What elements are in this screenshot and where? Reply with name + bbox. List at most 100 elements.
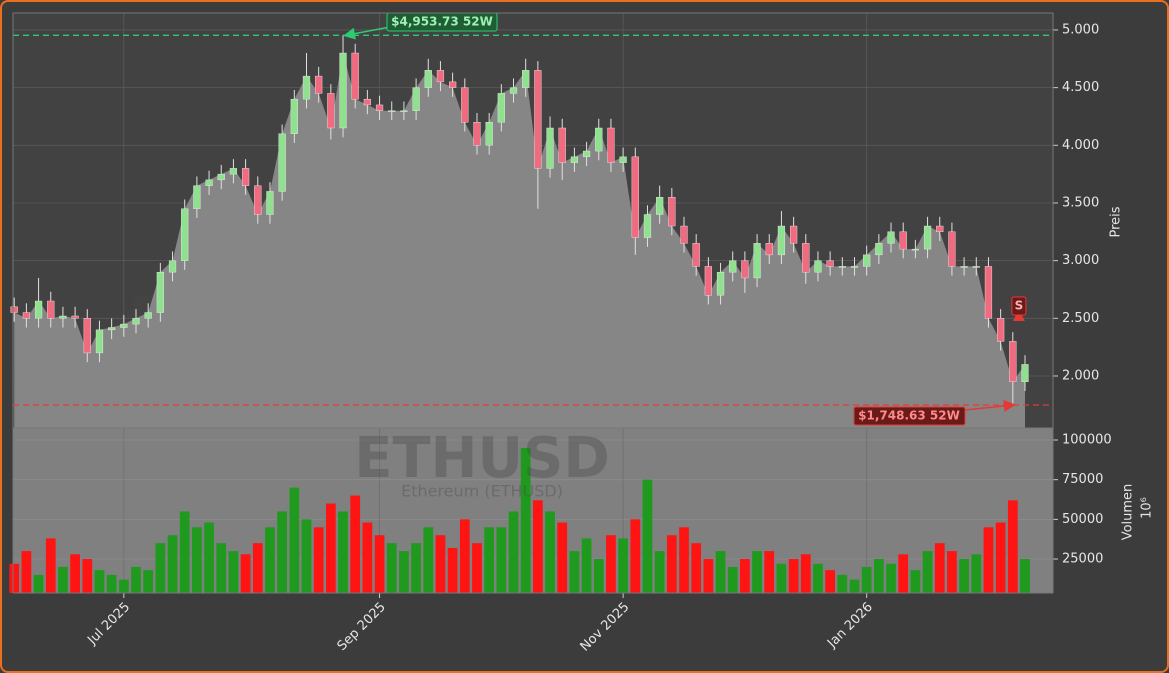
candle-body — [120, 323, 128, 328]
candle-body — [485, 122, 493, 146]
candle-body — [278, 133, 286, 192]
candle-body — [692, 243, 700, 267]
volume-bar — [313, 527, 324, 593]
volume-bar — [301, 519, 312, 593]
candle-body — [826, 260, 834, 267]
candle-body — [400, 110, 408, 112]
volume-bar — [82, 559, 93, 593]
candle-body — [351, 52, 359, 100]
volume-bar — [520, 447, 531, 593]
candle-body — [582, 150, 591, 158]
y-tick-label: 3.500 — [1062, 195, 1099, 210]
annotation-box — [853, 406, 966, 426]
candle-body — [22, 312, 31, 319]
volume-bar — [618, 538, 628, 593]
candle-body — [558, 127, 566, 163]
annotation-arrow — [964, 399, 1016, 412]
candle-body — [753, 243, 761, 279]
candle-body — [972, 266, 980, 268]
volume-bar — [21, 551, 32, 593]
volume-bar — [362, 522, 373, 593]
candle-body — [424, 70, 432, 88]
candle-body — [95, 329, 104, 354]
volume-bar — [350, 495, 361, 593]
signal-label: S — [1015, 299, 1024, 313]
x-tick-label: Sep 2025 — [335, 600, 389, 654]
candle-body — [789, 225, 798, 244]
volume-bar — [167, 535, 178, 593]
candle-body — [193, 185, 201, 209]
volume-bar — [886, 563, 896, 593]
volume-exponent: 10⁶ — [1140, 497, 1155, 519]
volume-bar — [581, 538, 592, 593]
volume-bar — [423, 527, 434, 593]
volume-bar — [411, 543, 421, 593]
volume-bar — [472, 543, 482, 593]
candle-body — [71, 315, 79, 319]
x-tick-label: Jan 2026 — [824, 600, 876, 652]
candle-body — [948, 231, 956, 267]
candle-body — [899, 231, 907, 250]
panel-border — [12, 427, 1054, 594]
volume-bar — [484, 527, 495, 593]
price-area — [14, 53, 1025, 429]
candle-body — [375, 104, 384, 111]
candle-body — [315, 75, 323, 94]
volume-bar — [959, 559, 969, 593]
candle-body — [704, 266, 712, 296]
candle-body — [765, 243, 773, 256]
volume-bar — [338, 511, 348, 593]
volume-bar — [155, 543, 166, 593]
volume-bar — [131, 566, 141, 593]
candle-body — [887, 231, 895, 244]
volume-bar — [910, 570, 921, 593]
volume-bar — [289, 487, 300, 593]
candle-body — [668, 197, 676, 227]
volume-bar — [374, 535, 385, 593]
candle-body — [266, 191, 274, 215]
candle-body — [619, 156, 627, 163]
candle-body — [729, 260, 737, 273]
volume-tick-label: 75000 — [1062, 472, 1103, 487]
volume-bar — [58, 566, 68, 593]
candle-body — [1021, 364, 1029, 382]
y-tick-label: 5.000 — [1062, 22, 1099, 37]
volume-bar — [70, 554, 80, 593]
volume-bar — [143, 570, 154, 593]
candle-body — [631, 156, 639, 238]
volume-bar — [265, 527, 275, 593]
candle-body — [741, 260, 749, 279]
candle-body — [241, 168, 250, 186]
volume-bar — [545, 511, 555, 593]
volume-bar — [861, 566, 872, 593]
candle-body — [83, 318, 91, 354]
volume-bar — [325, 503, 336, 593]
candle-body — [144, 312, 152, 319]
volume-bar — [94, 570, 105, 593]
signal-box — [1011, 296, 1027, 316]
annotation-arrow — [343, 26, 391, 40]
candle-body — [156, 271, 164, 313]
candle-body — [997, 318, 1005, 342]
volume-bar — [569, 551, 580, 593]
y-tick-label: 2.000 — [1062, 368, 1099, 383]
candle-body — [802, 243, 810, 273]
volume-bar — [642, 479, 653, 593]
volume-bar — [654, 551, 665, 593]
watermark-subtitle: Ethereum (ETHUSD) — [401, 482, 563, 501]
candle-body — [570, 156, 579, 163]
candle-body — [838, 266, 846, 268]
candle-body — [607, 127, 615, 163]
volume-bar — [1020, 559, 1030, 593]
candle-body — [850, 266, 859, 268]
candle-body — [47, 300, 55, 319]
volume-bar — [459, 519, 470, 593]
volume-bar — [106, 574, 117, 593]
volume-bar — [399, 551, 409, 593]
candle-body — [254, 185, 262, 215]
volume-bar — [606, 535, 616, 593]
volume-bar — [691, 543, 702, 593]
volume-bar — [277, 511, 288, 593]
volume-bar — [496, 527, 507, 593]
volume-bar — [593, 559, 604, 593]
